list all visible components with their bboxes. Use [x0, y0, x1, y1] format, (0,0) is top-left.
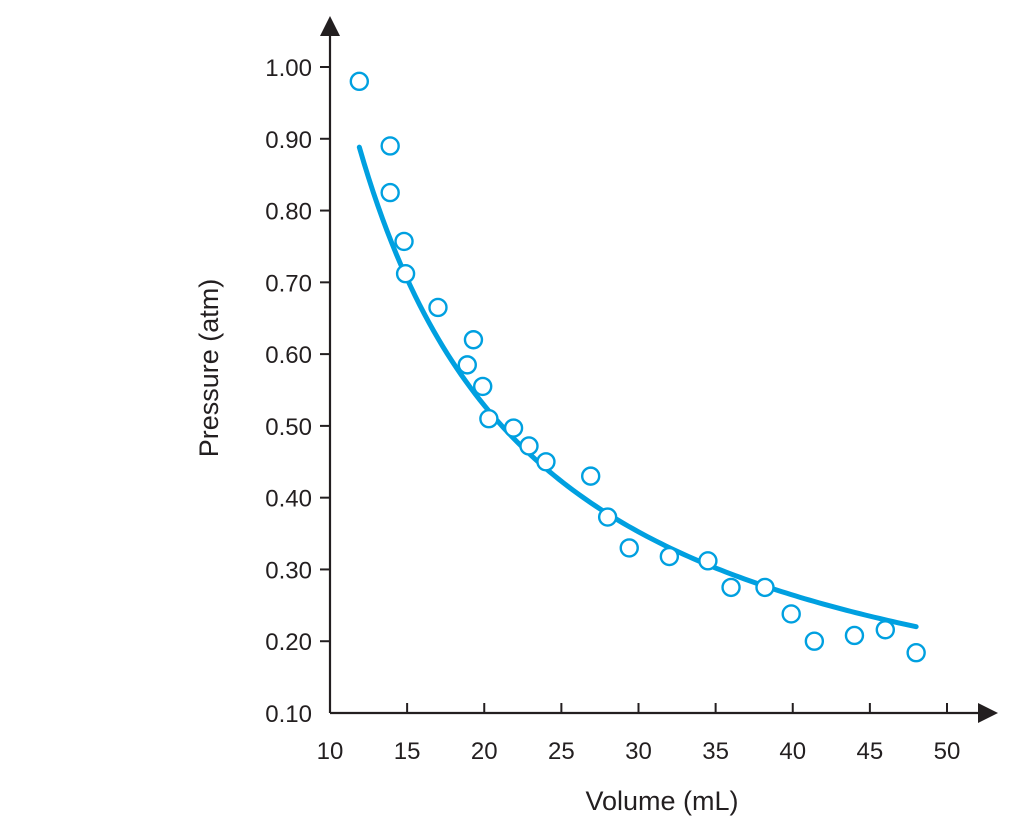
x-tick-label: 45 [857, 738, 884, 765]
y-axis-arrowhead [320, 16, 340, 36]
data-point [380, 136, 400, 156]
y-tick-label: 0.60 [265, 342, 312, 369]
y-tick-label: 0.80 [265, 199, 312, 226]
x-axis-title: Volume (mL) [585, 786, 738, 816]
data-point [473, 376, 493, 397]
data-point [519, 436, 539, 456]
y-tick-label: 1.00 [265, 55, 312, 82]
y-tick-label: 0.30 [265, 557, 312, 584]
axes [320, 16, 998, 723]
data-point [659, 546, 680, 567]
data-point [721, 577, 741, 598]
x-tick-label: 10 [317, 738, 344, 765]
y-tick-label: 0.20 [265, 629, 312, 656]
data-point [906, 643, 926, 663]
data-point [536, 452, 556, 472]
data-point [395, 264, 416, 284]
data-point [479, 409, 499, 429]
data-point [619, 538, 639, 558]
x-tick-label: 35 [702, 738, 729, 765]
data-point [503, 418, 524, 438]
data-point [463, 330, 484, 350]
data-points [349, 71, 926, 663]
data-point [580, 466, 601, 486]
fit-curve [356, 144, 919, 630]
x-tick-label: 25 [548, 738, 575, 765]
y-tick-label: 0.10 [265, 701, 312, 728]
data-point [755, 577, 775, 598]
data-point [781, 604, 801, 624]
data-point [698, 551, 718, 571]
data-point [875, 620, 895, 640]
x-tick-label: 30 [625, 738, 652, 765]
data-point [457, 355, 477, 375]
data-point [380, 182, 400, 203]
data-point [394, 231, 414, 252]
data-point [349, 71, 370, 92]
y-tick-label: 0.40 [265, 486, 312, 513]
data-point [844, 625, 865, 646]
x-tick-label: 15 [394, 738, 421, 765]
y-tick-label: 0.90 [265, 127, 312, 154]
ticks: 10 15 20 25 30 35 40 45 50 0.10 0.20 0.30 0.40 0.50 0.… [265, 55, 960, 765]
y-tick-label: 0.70 [265, 270, 312, 297]
x-axis-arrowhead [978, 703, 998, 723]
x-tick-label: 20 [471, 738, 498, 765]
data-point [428, 297, 448, 318]
y-tick-label: 0.50 [265, 414, 312, 441]
x-tick-label: 40 [779, 738, 806, 765]
y-axis-title: Pressure (atm) [194, 279, 224, 458]
data-point [804, 631, 825, 651]
data-point [597, 507, 618, 527]
x-tick-label: 50 [934, 738, 961, 765]
